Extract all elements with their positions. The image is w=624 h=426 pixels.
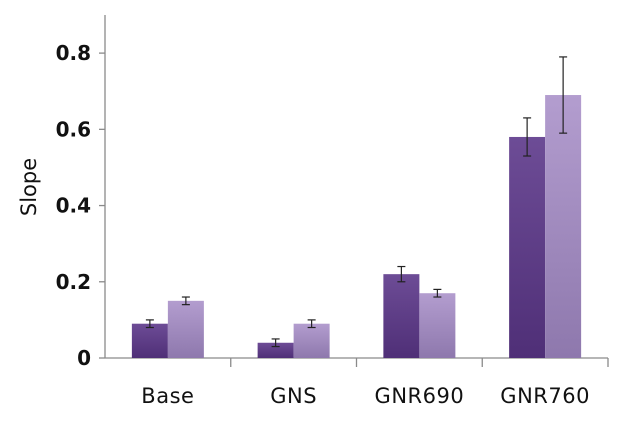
y-tick-label: 0 bbox=[77, 346, 91, 370]
bar-series-2-gns bbox=[293, 323, 330, 358]
x-tick-label: GNR760 bbox=[500, 384, 590, 408]
y-tick-label: 0.8 bbox=[56, 41, 91, 65]
bar-series-2-gnr690 bbox=[419, 293, 456, 358]
error-bar bbox=[523, 117, 532, 157]
error-bar bbox=[271, 338, 280, 348]
bar-series-1-gns bbox=[257, 342, 294, 358]
bar-series-2-base bbox=[167, 300, 204, 358]
error-bar bbox=[181, 296, 190, 306]
y-axis-label: Slope bbox=[17, 158, 41, 216]
error-bar bbox=[433, 288, 442, 298]
bar-series-2-gnr760 bbox=[545, 95, 582, 359]
x-tick-label: Base bbox=[141, 384, 194, 408]
error-bar bbox=[307, 319, 316, 329]
error-bar bbox=[559, 56, 568, 134]
bar-series-1-gnr690 bbox=[383, 274, 420, 358]
x-tick-label: GNS bbox=[270, 384, 317, 408]
bar-series-1-base bbox=[131, 323, 168, 358]
y-tick-label: 0.2 bbox=[56, 270, 91, 294]
error-bar bbox=[397, 265, 406, 283]
x-tick-label: GNR690 bbox=[375, 384, 465, 408]
y-tick-label: 0.4 bbox=[56, 194, 91, 218]
error-bar bbox=[145, 319, 154, 329]
y-tick-label: 0.6 bbox=[56, 117, 91, 141]
bar-series-1-gnr760 bbox=[509, 136, 546, 358]
